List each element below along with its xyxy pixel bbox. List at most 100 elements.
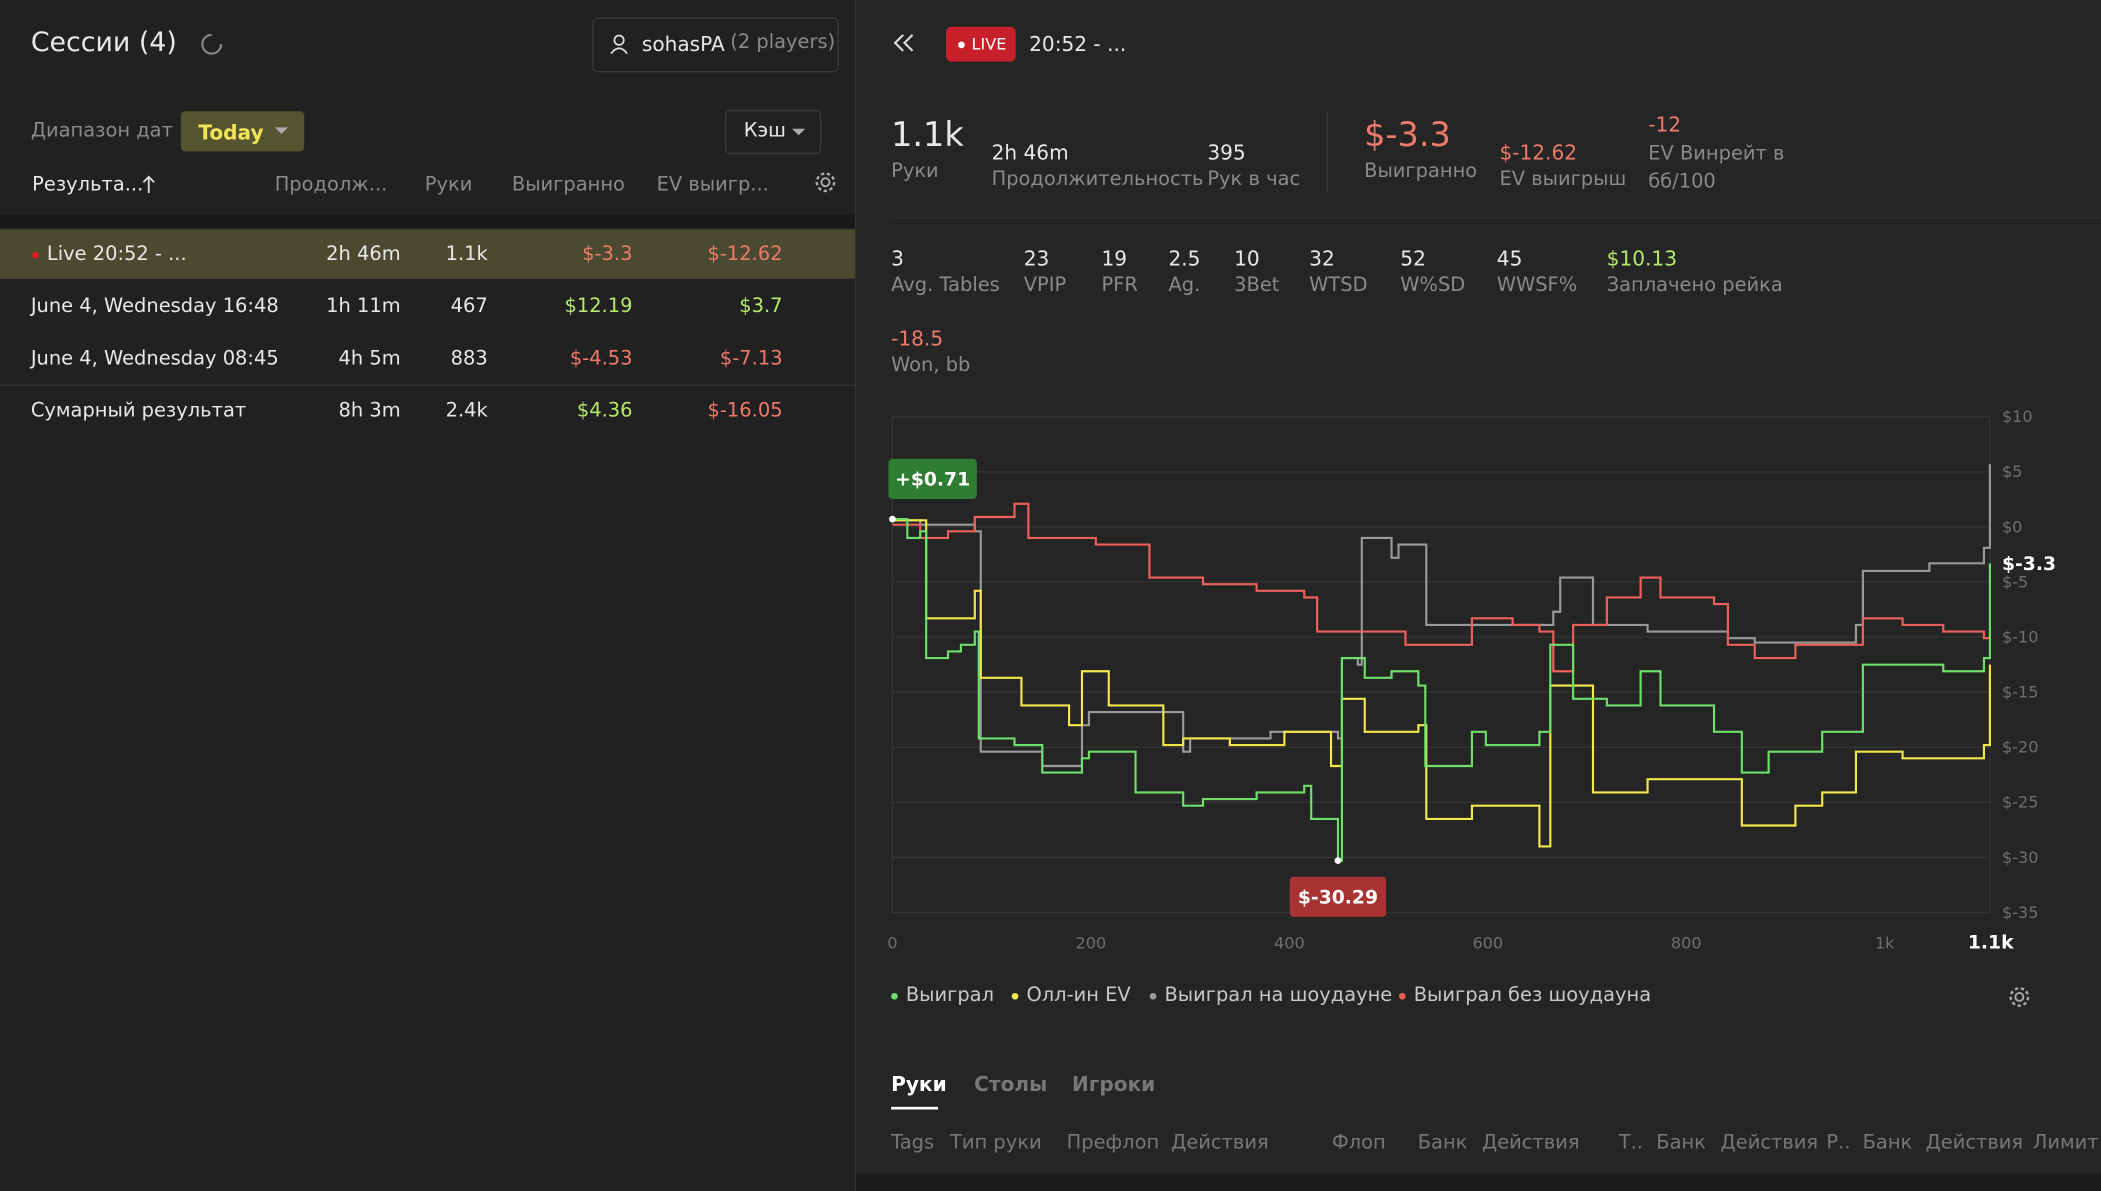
stat-label: Avg. Tables <box>891 274 1000 297</box>
series-line <box>892 519 1991 848</box>
tab-underline <box>891 1106 938 1110</box>
column-header: Продолж... <box>274 174 388 196</box>
stat-value: 32 <box>1309 246 1335 271</box>
sessions-title: Сессии (4) <box>30 25 177 58</box>
legend-dot <box>1149 992 1157 1000</box>
x-tick-label: 1k <box>1875 934 1895 953</box>
stat-value: 1.1k <box>891 115 964 155</box>
session-cell: $-7.13 <box>719 348 783 370</box>
session-name: June 4, Wednesday 16:48 <box>30 296 279 318</box>
stat-value: 52 <box>1400 246 1426 271</box>
session-cell: $-12.62 <box>707 243 783 266</box>
legend-label: Выиграл без шоудауна <box>1413 984 1652 1007</box>
live-dot <box>958 41 965 49</box>
stat-value: 45 <box>1496 246 1523 271</box>
extreme-marker <box>889 515 896 523</box>
user-name: sohasPA <box>641 32 725 57</box>
refresh-icon[interactable] <box>200 32 224 56</box>
x-tick-label: 200 <box>1076 934 1107 953</box>
live-dot <box>32 251 39 259</box>
annotation-box <box>1289 876 1387 917</box>
stat-label: WTSD <box>1309 274 1368 297</box>
header-divider <box>0 214 855 228</box>
series-line <box>892 502 1991 673</box>
column-header: Префлоп <box>1066 1132 1160 1154</box>
session-cell: $3.7 <box>739 296 783 318</box>
stat-label: PFR <box>1101 274 1138 297</box>
y-tick-label: $-20 <box>2002 738 2038 757</box>
annotation: $-30.29 <box>1298 888 1378 909</box>
stats-divider <box>1326 112 1328 193</box>
collapse-icon[interactable] <box>892 32 916 53</box>
y-tick-label: $-10 <box>2002 627 2038 646</box>
stat-value: 19 <box>1101 246 1128 271</box>
sort-arrow[interactable] <box>142 175 155 195</box>
tab[interactable]: Игроки <box>1072 1072 1156 1097</box>
stat-label: W%SD <box>1400 274 1466 297</box>
chart-settings-icon[interactable] <box>2007 985 2031 1009</box>
legend-dot <box>1011 992 1019 1000</box>
stat-value: 2.5 <box>1168 246 1201 271</box>
column-header: Т.. <box>1618 1132 1643 1154</box>
y-tick-label: $-15 <box>2002 683 2038 702</box>
user-selector[interactable]: sohasPA (2 players) <box>592 17 839 73</box>
stat-value: 10 <box>1234 246 1260 271</box>
selected-row[interactable] <box>0 229 855 279</box>
tab[interactable]: Руки <box>891 1072 947 1097</box>
stat-label: Выигранно <box>1364 160 1478 183</box>
y-tick-label: $-30 <box>2002 848 2038 867</box>
session-cell: 2.4k <box>445 400 488 423</box>
chart: $10 $5 $0 $-5 $-10 $-15 $-20 $-25 $-30 $-35 0 200 40… <box>887 407 2056 954</box>
mode-selector[interactable]: Кэш <box>724 109 822 155</box>
extreme-marker <box>1334 857 1342 864</box>
column-header: Банк <box>1862 1132 1913 1154</box>
stat-label: Ag. <box>1168 274 1201 297</box>
mode-value: Кэш <box>743 120 786 143</box>
stat-label: VPIP <box>1023 274 1067 297</box>
y-tick-label: $5 <box>2002 462 2022 481</box>
players-count: (2 players) <box>730 32 836 54</box>
user-icon <box>610 34 628 55</box>
stat-label: Руки <box>891 160 939 183</box>
session-cell: $-4.53 <box>569 348 633 370</box>
session-cell: 467 <box>450 296 488 318</box>
footer-strip <box>856 1173 2101 1191</box>
column-header: Действия <box>1171 1132 1269 1154</box>
y-tick-label: $-25 <box>2002 793 2038 812</box>
date-range-button[interactable]: Today <box>180 111 305 152</box>
stat-label: EV Винрейт в бб/100 <box>1648 143 1785 193</box>
column-header: Банк <box>1417 1132 1468 1154</box>
stat-label: EV выигрыш <box>1499 168 1627 191</box>
annotation: +$0.71 <box>895 470 970 491</box>
caret <box>791 128 806 136</box>
tab[interactable]: Столы <box>974 1072 1048 1097</box>
column-header: Тип руки <box>950 1132 1042 1154</box>
live-label: LIVE <box>971 34 1007 54</box>
row-divider <box>0 384 855 386</box>
x-tick-label: 1.1k <box>1968 933 2014 954</box>
stat-label: 3Bet <box>1234 274 1280 297</box>
session-title: 20:52 - ... <box>1029 32 1127 57</box>
stat-value: -12 <box>1648 112 1682 137</box>
session-cell: 1.1k <box>445 243 488 266</box>
y-tick-label: $0 <box>2002 517 2022 536</box>
x-tick-label: 800 <box>1671 934 1702 953</box>
session-cell: $-3.3 <box>582 243 633 266</box>
settings-icon[interactable] <box>813 170 837 194</box>
legend-label: Олл-ин EV <box>1026 984 1131 1007</box>
session-cell: 8h 3m <box>338 400 401 423</box>
column-header: EV выигр... <box>656 174 769 196</box>
column-header: Действия <box>1925 1132 2024 1154</box>
x-tick-label: 400 <box>1274 934 1305 953</box>
column-header: Лимит <box>2032 1132 2099 1154</box>
session-cell: $12.19 <box>564 296 633 318</box>
series-line <box>892 518 1991 862</box>
annotation-box <box>888 458 977 499</box>
column-header: Результа... <box>32 174 144 196</box>
stat-label: Won, bb <box>891 355 971 377</box>
x-tick-label: 600 <box>1472 934 1503 953</box>
stat-label: WWSF% <box>1496 274 1578 297</box>
session-name: June 4, Wednesday 08:45 <box>30 348 279 370</box>
stat-value: -18.5 <box>891 326 944 352</box>
